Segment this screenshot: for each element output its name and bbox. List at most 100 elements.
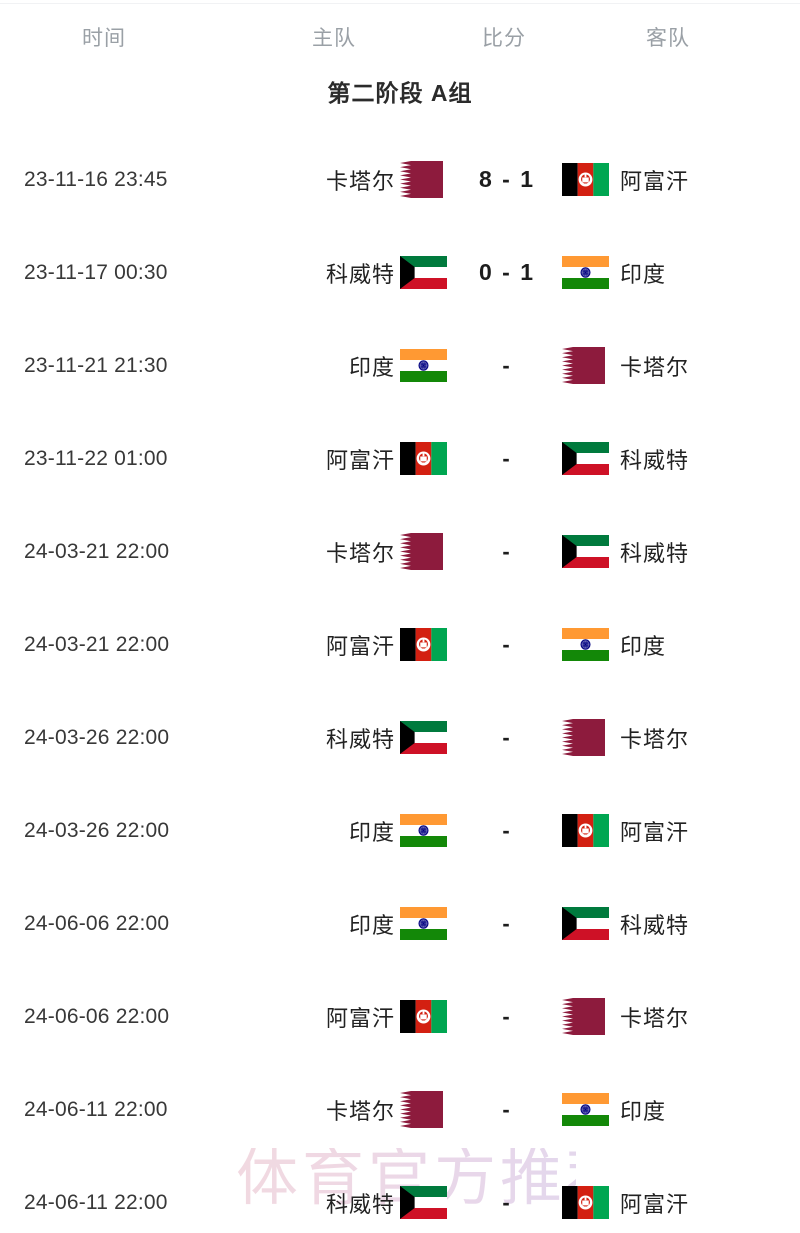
- away-team-name: 印度: [620, 1098, 667, 1124]
- home-team-name: 科威特: [325, 726, 395, 752]
- home-team-flag-cell: [400, 691, 452, 784]
- india-flag-icon: [400, 814, 447, 847]
- table-row[interactable]: 24-03-21 22:00 阿富汗 - 印度: [0, 598, 800, 691]
- away-team-name: 科威特: [620, 540, 690, 566]
- table-row[interactable]: 24-06-06 22:00 阿富汗 - 卡塔尔: [0, 970, 800, 1063]
- match-score: -: [502, 538, 512, 564]
- kuwait-flag-icon: [400, 256, 447, 289]
- table-row[interactable]: 24-03-26 22:00 印度 - 阿富汗: [0, 784, 800, 877]
- afghanistan-flag-icon: [562, 814, 609, 847]
- away-team-name: 印度: [620, 261, 667, 287]
- india-flag-icon: [562, 1093, 609, 1126]
- afghanistan-flag-icon: [400, 442, 447, 475]
- table-row[interactable]: 23-11-21 21:30 印度 - 卡塔尔: [0, 319, 800, 412]
- away-team-flag-cell: [562, 319, 614, 412]
- home-team-flag-cell: [400, 1156, 452, 1233]
- match-time: 24-03-21 22:00: [24, 539, 170, 563]
- qatar-flag-icon: [400, 161, 443, 198]
- match-time: 24-06-06 22:00: [24, 911, 170, 935]
- afghanistan-flag-icon: [562, 163, 609, 196]
- match-time: 24-06-06 22:00: [24, 1004, 170, 1028]
- match-score: -: [502, 445, 512, 471]
- qatar-flag-icon: [400, 1091, 443, 1128]
- qatar-flag-icon: [562, 347, 605, 384]
- home-team-name: 科威特: [325, 261, 395, 287]
- home-team-name: 阿富汗: [325, 1005, 395, 1031]
- away-team-flag-cell: [562, 970, 614, 1063]
- away-team-flag-cell: [562, 691, 614, 784]
- home-team-name: 印度: [348, 912, 395, 938]
- table-row[interactable]: 23-11-17 00:30 科威特 0 - 1 印度: [0, 226, 800, 319]
- home-team-flag-cell: [400, 133, 452, 226]
- match-time: 24-03-21 22:00: [24, 632, 170, 656]
- away-team-name: 科威特: [620, 447, 690, 473]
- column-header-away: 客队: [646, 27, 690, 50]
- column-header-score: 比分: [482, 27, 526, 50]
- qatar-flag-icon: [400, 533, 443, 570]
- match-time: 23-11-21 21:30: [24, 353, 168, 377]
- match-score: -: [502, 910, 512, 936]
- away-team-flag-cell: [562, 1156, 614, 1233]
- india-flag-icon: [562, 628, 609, 661]
- match-time: 23-11-17 00:30: [24, 260, 168, 284]
- kuwait-flag-icon: [400, 721, 447, 754]
- home-team-flag-cell: [400, 505, 452, 598]
- india-flag-icon: [400, 907, 447, 940]
- kuwait-flag-icon: [562, 907, 609, 940]
- home-team-name: 卡塔尔: [325, 540, 395, 566]
- match-list: 23-11-16 23:45 卡塔尔 8 - 1 阿富汗 23-11-17 00:30 科…: [0, 133, 800, 1233]
- table-row[interactable]: 23-11-22 01:00 阿富汗 - 科威特: [0, 412, 800, 505]
- away-team-name: 科威特: [620, 912, 690, 938]
- column-header-home: 主队: [312, 27, 356, 50]
- home-team-name: 印度: [348, 819, 395, 845]
- match-time: 24-06-11 22:00: [24, 1097, 168, 1121]
- away-team-flag-cell: [562, 412, 614, 505]
- home-team-flag-cell: [400, 877, 452, 970]
- home-team-name: 阿富汗: [325, 447, 395, 473]
- home-team-flag-cell: [400, 970, 452, 1063]
- table-row[interactable]: 24-03-21 22:00 卡塔尔 - 科威特: [0, 505, 800, 598]
- match-time: 24-06-11 22:00: [24, 1190, 168, 1214]
- away-team-name: 卡塔尔: [620, 1005, 690, 1031]
- table-row[interactable]: 24-06-11 22:00 科威特 - 阿富汗: [0, 1156, 800, 1233]
- kuwait-flag-icon: [562, 442, 609, 475]
- afghanistan-flag-icon: [400, 628, 447, 661]
- home-team-flag-cell: [400, 784, 452, 877]
- match-score: -: [502, 631, 512, 657]
- match-score: -: [502, 1189, 512, 1215]
- away-team-flag-cell: [562, 877, 614, 970]
- away-team-flag-cell: [562, 133, 614, 226]
- away-team-flag-cell: [562, 598, 614, 691]
- qatar-flag-icon: [562, 719, 605, 756]
- india-flag-icon: [562, 256, 609, 289]
- away-team-name: 卡塔尔: [620, 354, 690, 380]
- table-header: 时间 主队 比分 客队: [0, 22, 800, 56]
- table-row[interactable]: 24-06-11 22:00 卡塔尔 - 印度: [0, 1063, 800, 1156]
- match-time: 24-03-26 22:00: [24, 725, 170, 749]
- home-team-name: 印度: [348, 354, 395, 380]
- table-row[interactable]: 24-03-26 22:00 科威特 - 卡塔尔: [0, 691, 800, 784]
- match-score: -: [502, 352, 512, 378]
- match-score: -: [502, 1003, 512, 1029]
- table-row[interactable]: 23-11-16 23:45 卡塔尔 8 - 1 阿富汗: [0, 133, 800, 226]
- india-flag-icon: [400, 349, 447, 382]
- match-score: -: [502, 724, 512, 750]
- afghanistan-flag-icon: [562, 1186, 609, 1219]
- match-time: 24-03-26 22:00: [24, 818, 170, 842]
- away-team-name: 阿富汗: [620, 168, 690, 194]
- qatar-flag-icon: [562, 998, 605, 1035]
- home-team-name: 阿富汗: [325, 633, 395, 659]
- match-score: -: [502, 817, 512, 843]
- away-team-name: 卡塔尔: [620, 726, 690, 752]
- group-title: 第二阶段 A组: [327, 80, 473, 106]
- away-team-name: 阿富汗: [620, 1191, 690, 1217]
- home-team-flag-cell: [400, 319, 452, 412]
- away-team-flag-cell: [562, 226, 614, 319]
- afghanistan-flag-icon: [400, 1000, 447, 1033]
- table-row[interactable]: 24-06-06 22:00 印度 - 科威特: [0, 877, 800, 970]
- home-team-name: 卡塔尔: [325, 1098, 395, 1124]
- away-team-flag-cell: [562, 784, 614, 877]
- match-score: 8 - 1: [478, 166, 536, 192]
- away-team-name: 印度: [620, 633, 667, 659]
